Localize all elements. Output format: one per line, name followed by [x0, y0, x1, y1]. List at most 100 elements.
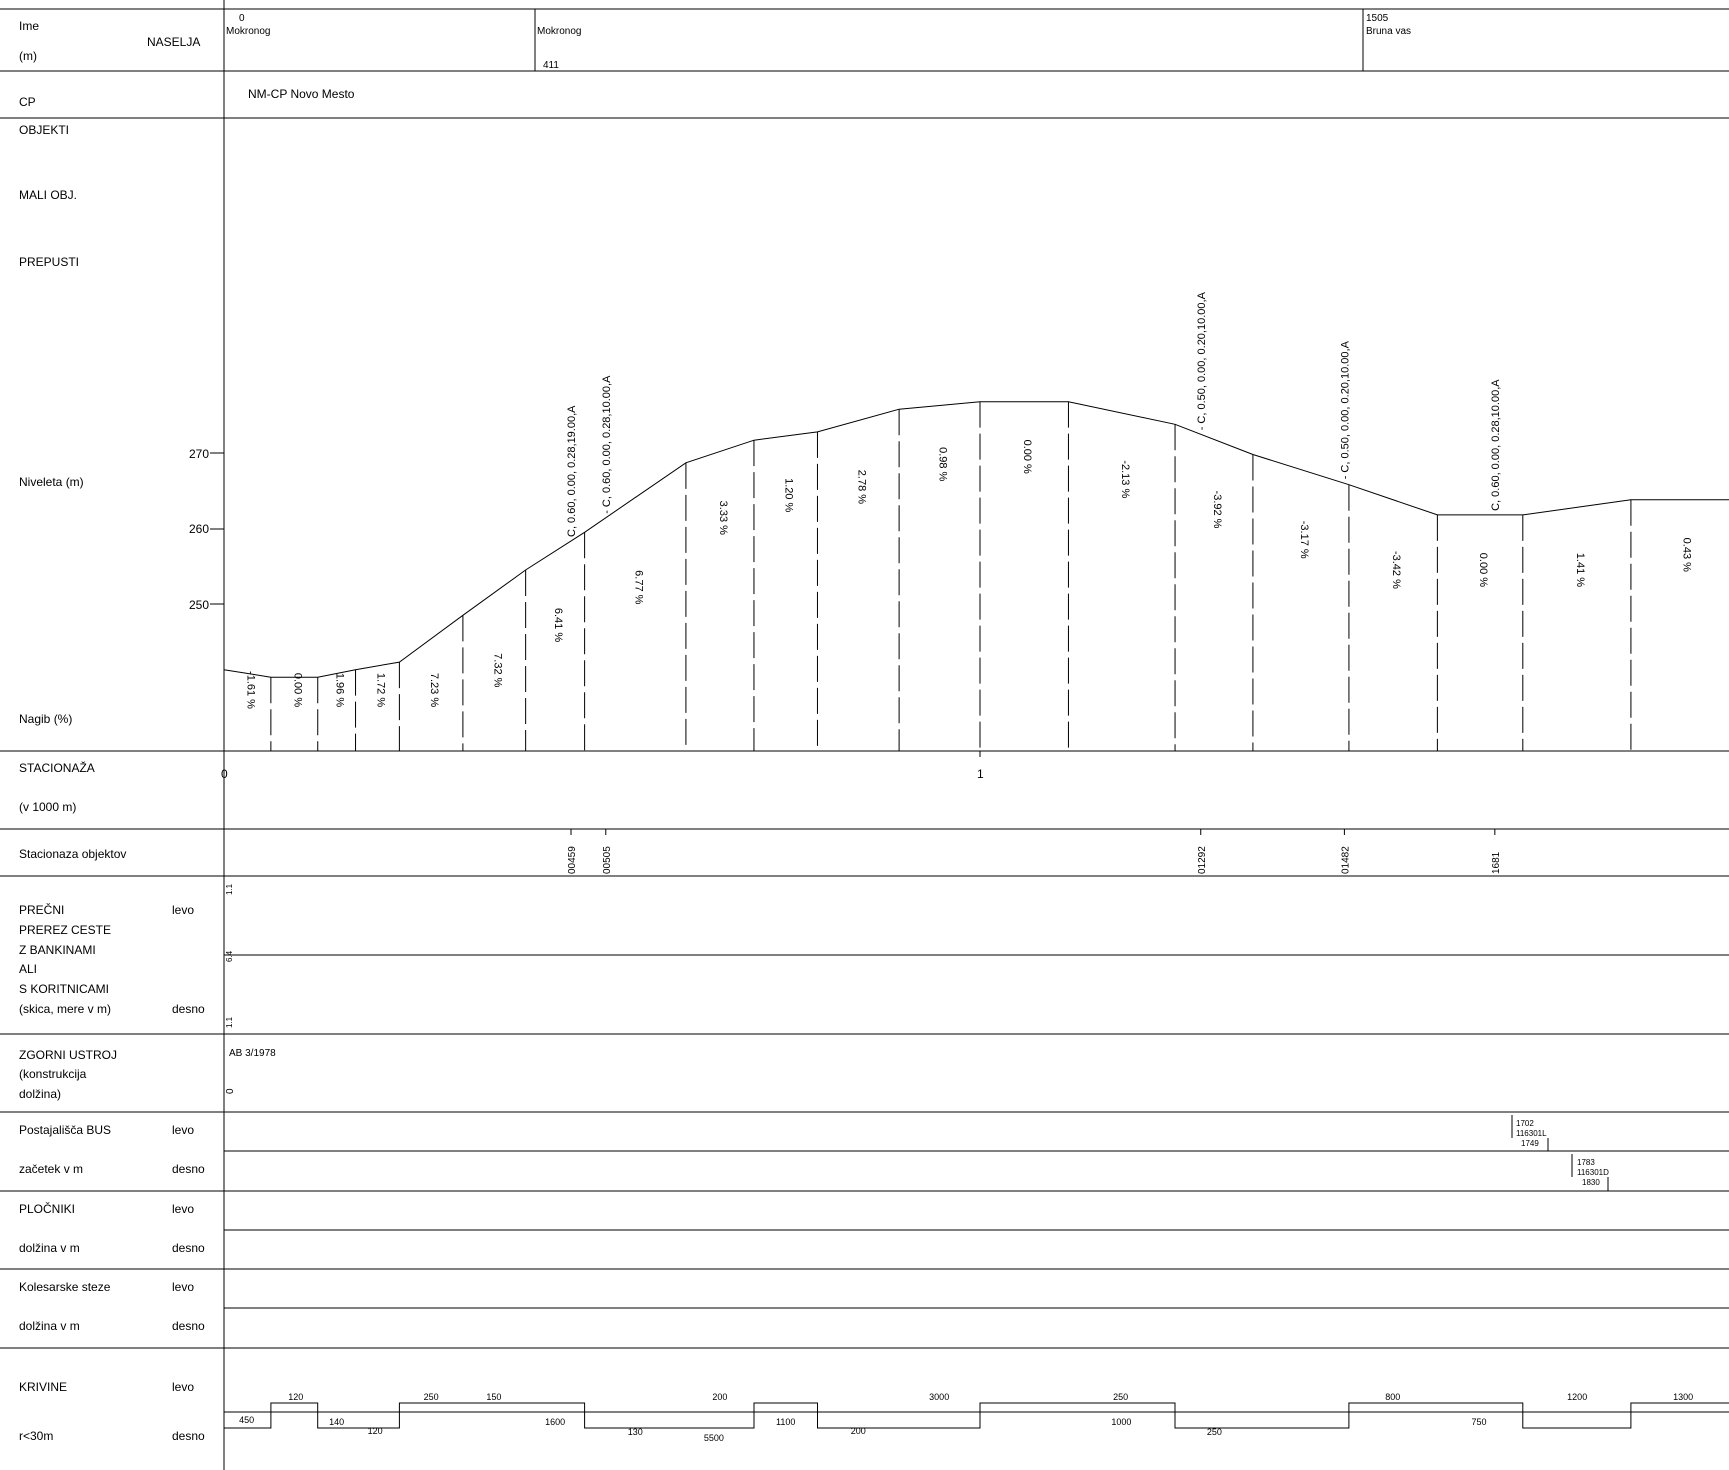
label-stacionaza: STACIONAŽA [19, 760, 95, 775]
object-station: 00505 [602, 846, 613, 874]
curve-desno-label: 1000 [1111, 1417, 1131, 1427]
bus-levo-code: 116301L [1516, 1129, 1547, 1138]
curve-step-line [224, 1402, 1729, 1429]
label-zgornji-2: (konstrukcija [19, 1067, 87, 1081]
object-label: - C, 0.50, 0.00, 0.20,10.00,A [1339, 340, 1351, 479]
bus-desno-start: 1783 [1577, 1158, 1595, 1167]
label-objekti: OBJEKTI [19, 123, 69, 137]
cross-section-mid: 6.4 [225, 950, 234, 962]
object-station: 01292 [1197, 846, 1208, 874]
label-kolesarske: Kolesarske steze [19, 1280, 111, 1294]
bus-desno-end: 1830 [1582, 1178, 1600, 1187]
grade-label: 0.00 % [291, 673, 303, 707]
label-precni-5: S KORITNICAMI [19, 982, 109, 996]
cross-section-left: 1.1 [225, 883, 234, 895]
curve-levo-label: 250 [424, 1392, 439, 1402]
label-krivine-r: r<30m [19, 1429, 53, 1443]
stacionaza-tick-0: 0 [221, 767, 228, 781]
label-precni-4: ALI [19, 962, 37, 976]
label-naselja: NASELJA [147, 35, 200, 49]
label-nagib: Nagib (%) [19, 712, 72, 726]
label-ime-unit: (m) [19, 49, 37, 63]
label-krivine-desno: desno [172, 1429, 205, 1443]
curve-desno-label: 5500 [704, 1433, 724, 1443]
zgornji-start: 0 [225, 1088, 236, 1094]
curve-desno-label: 750 [1471, 1417, 1486, 1427]
label-kolesarske-dolzina: dolžina v m [19, 1319, 80, 1333]
label-precni-2: PREREZ CESTE [19, 923, 111, 937]
curve-levo-label: 1300 [1673, 1392, 1693, 1402]
cp-name: NM-CP Novo Mesto [248, 87, 355, 101]
naselje-name-1: Mokronog [226, 26, 270, 37]
grade-label: 1.72 % [375, 673, 387, 707]
object-label: C, 0.60, 0.00, 0.28,10.00,A [1490, 379, 1502, 511]
cross-section-right: 1.1 [225, 1016, 234, 1028]
grade-label: 0.00 % [1021, 440, 1033, 474]
bus-levo-start: 1702 [1516, 1119, 1534, 1128]
curve-desno-label: 120 [368, 1426, 383, 1436]
grade-label: -3.42 % [1390, 551, 1402, 589]
grade-label: 6.41 % [552, 608, 564, 642]
curve-desno-label: 1100 [776, 1417, 795, 1427]
naselje-km-1: 0 [239, 13, 245, 24]
stacionaza-tick-1: 1 [977, 767, 984, 781]
label-plocniki-dolzina: dolžina v m [19, 1241, 80, 1255]
grade-label: 1.41 % [1574, 553, 1586, 587]
label-zgornji-3: dolžina) [19, 1087, 61, 1101]
curves: 120 250 150 200 3000 250 800 1200 1300 450 140 120 1… [224, 1392, 1729, 1443]
grade-labels: -1.61 % 0.00 % 1.96 % 1.72 % 7.23 % 7.32 % 6.4… [244, 440, 1692, 710]
naselje-value-411: 411 [543, 60, 559, 71]
label-precni-levo: levo [172, 903, 194, 917]
label-kolesarske-desno: desno [172, 1319, 205, 1333]
grade-label: -2.13 % [1119, 460, 1131, 498]
niveleta-tick-270: 270 [189, 447, 209, 461]
curve-levo-label: 150 [486, 1392, 501, 1402]
curve-desno-label: 140 [329, 1417, 344, 1427]
label-stacionaza-unit: (v 1000 m) [19, 800, 76, 814]
label-precni-desno: desno [172, 1002, 205, 1016]
grade-label: 7.32 % [491, 653, 503, 687]
object-station: 00459 [567, 846, 578, 874]
naselja-row: 0 Mokronog Mokronog 1505 Bruna vas 411 N… [226, 13, 1411, 101]
zgornji-label: AB 3/1978 [229, 1048, 276, 1059]
object-station: 1681 [1491, 851, 1502, 874]
object-label: - C, 0.50, 0.00, 0.20,10.00,A [1196, 291, 1208, 430]
label-precni-1: PREČNI [19, 902, 64, 917]
label-postajalisca-desno: desno [172, 1162, 205, 1176]
label-kolesarske-levo: levo [172, 1280, 194, 1294]
object-label: - C, 0.60, 0.00, 0.28,10.00,A [601, 375, 613, 514]
curve-levo-label: 1200 [1567, 1392, 1587, 1402]
curve-levo-label: 120 [288, 1392, 303, 1402]
label-cp: CP [19, 95, 36, 109]
label-zacetek: začetek v m [19, 1162, 83, 1176]
label-plocniki-levo: levo [172, 1202, 194, 1216]
label-mali-obj: MALI OBJ. [19, 188, 77, 202]
grade-label: 1.96 % [334, 673, 346, 707]
label-precni-6: (skica, mere v m) [19, 1002, 111, 1016]
bus-levo-end: 1749 [1521, 1139, 1539, 1148]
curve-levo-label: 200 [712, 1392, 727, 1402]
grade-label: 0.00 % [1477, 553, 1489, 587]
bus-stops: 1702 116301L 1749 1783 116301D 1830 [1511, 1115, 1609, 1191]
curve-levo-label: 800 [1385, 1392, 1400, 1402]
label-stacionaza-objektov: Stacionaza objektov [19, 847, 126, 861]
grade-label: -3.92 % [1211, 491, 1223, 529]
curve-levo-label: 250 [1113, 1392, 1128, 1402]
grade-label: -3.17 % [1298, 521, 1310, 559]
label-krivine: KRIVINE [19, 1380, 67, 1394]
grade-label: 7.23 % [428, 673, 440, 707]
grade-label: 1.20 % [783, 478, 795, 512]
label-prepusti: PREPUSTI [19, 255, 79, 269]
niveleta-line [223, 401, 1729, 678]
label-ime: Ime [19, 19, 39, 33]
object-label: C, 0.60, 0.00, 0.28,19.00,A [566, 405, 578, 537]
naselje-km-3: 1505 [1366, 13, 1389, 24]
curve-desno-label: 130 [628, 1427, 643, 1437]
grade-label: 3.33 % [717, 501, 729, 535]
niveleta-tick-250: 250 [189, 598, 209, 612]
object-station: 01482 [1340, 846, 1351, 874]
niveleta-axis: 270 260 250 [189, 447, 224, 612]
grade-label: 0.98 % [937, 447, 949, 481]
curve-desno-label: 1600 [545, 1417, 565, 1427]
curve-desno-label: 250 [1207, 1427, 1222, 1437]
